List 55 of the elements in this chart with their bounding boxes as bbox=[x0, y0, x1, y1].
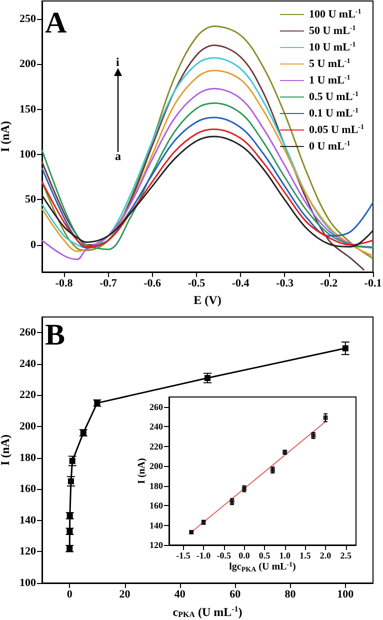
x-tick-label: -0.4 bbox=[232, 278, 250, 290]
y-axis-title: I (nA) bbox=[0, 120, 12, 152]
x-tick-label: 80 bbox=[284, 588, 296, 600]
x-tick-label: 2.0 bbox=[320, 550, 332, 560]
x-tick-label: -0.3 bbox=[276, 278, 294, 290]
y-tick-label: 200 bbox=[150, 461, 164, 472]
y-axis-title: I (nA) bbox=[0, 434, 12, 466]
x-tick-label: -1.0 bbox=[196, 550, 212, 560]
x-axis-title: E (V) bbox=[194, 293, 222, 307]
y-tick-label: 50 bbox=[25, 194, 36, 206]
x-tick-label: 0.0 bbox=[238, 550, 250, 560]
y-tick-label: 200 bbox=[20, 420, 36, 433]
x-tick-label: 1.0 bbox=[279, 550, 291, 560]
y-tick-label: 250 bbox=[20, 13, 36, 26]
x-tick-label: -0.5 bbox=[188, 278, 206, 290]
y-tick-label: 150 bbox=[20, 103, 36, 116]
x-tick-label: 100 bbox=[337, 588, 354, 600]
x-tick-label: 0.5 bbox=[258, 550, 271, 560]
y-tick-label: 220 bbox=[20, 389, 36, 402]
annotation: i bbox=[116, 55, 120, 69]
y-tick-label: 140 bbox=[150, 520, 164, 530]
x-tick-label: -0.7 bbox=[99, 278, 118, 290]
y-tick-label: 160 bbox=[20, 483, 36, 496]
x-tick-label: 0 bbox=[66, 588, 73, 600]
y-tick-label: 220 bbox=[150, 441, 164, 452]
annotation: a bbox=[115, 149, 121, 163]
x-tick-label: 2.5 bbox=[340, 550, 352, 560]
x-tick-label: -0.5 bbox=[216, 550, 232, 560]
y-tick-label: 200 bbox=[20, 58, 36, 70]
x-tick-label: 60 bbox=[230, 588, 242, 600]
annotation: A bbox=[45, 6, 67, 40]
y-tick-label: 100 bbox=[20, 148, 36, 161]
x-tick-label: -0.6 bbox=[144, 278, 162, 290]
annotation: B bbox=[45, 318, 66, 352]
y-tick-label: 180 bbox=[150, 480, 164, 491]
y-tick-label: 240 bbox=[150, 422, 164, 432]
y-tick-label: 160 bbox=[150, 500, 164, 511]
x-tick-label: -0.2 bbox=[320, 278, 338, 290]
y-tick-label: 260 bbox=[150, 402, 164, 412]
x-tick-label: -0.8 bbox=[55, 278, 74, 290]
x-tick-label: 40 bbox=[174, 588, 186, 600]
y-tick-label: 240 bbox=[20, 358, 36, 370]
x-tick-label: 1.5 bbox=[300, 550, 312, 560]
y-tick-label: 120 bbox=[150, 540, 164, 550]
x-tick-label: 20 bbox=[119, 588, 131, 600]
y-tick-label: 0 bbox=[30, 238, 36, 251]
y-tick-label: 260 bbox=[20, 326, 36, 339]
x-tick-label: -0.1 bbox=[364, 278, 382, 290]
y-tick-label: 140 bbox=[20, 514, 36, 526]
y-tick-label: 180 bbox=[20, 452, 36, 464]
y-axis-title: I (nA) bbox=[136, 458, 148, 484]
x-tick-label: -1.5 bbox=[176, 550, 191, 560]
point bbox=[323, 415, 328, 420]
y-tick-label: 120 bbox=[20, 546, 36, 558]
y-tick-label: 100 bbox=[20, 577, 36, 589]
